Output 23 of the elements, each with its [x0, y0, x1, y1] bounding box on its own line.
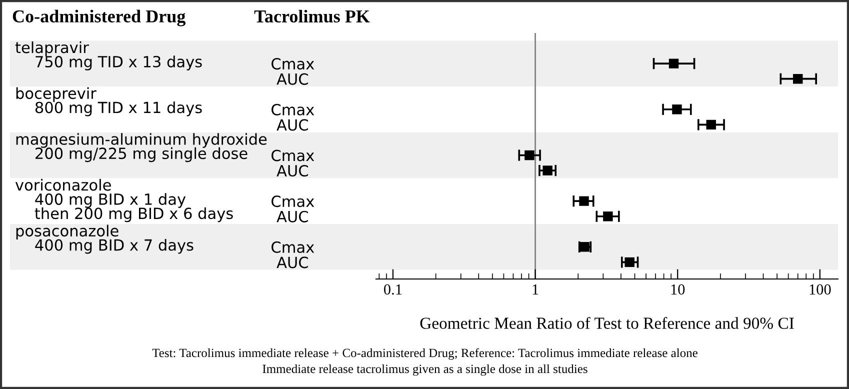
text: magnesium-aluminum hydroxide 200 mg/225 mg single dose	[16, 133, 267, 162]
text: Co-administered Drug	[12, 10, 186, 26]
y-tick-label: AUC	[276, 210, 308, 222]
y-tick-label: AUC	[276, 256, 308, 268]
y-tick-label: AUC	[276, 164, 308, 177]
x-tick-label: 0.1	[384, 284, 402, 295]
text: telapravir 750 mg TID x 13 days	[15, 41, 202, 70]
text: boceprevir 800 mg TID x 11 days	[16, 87, 202, 116]
x-tick-label: 100	[810, 284, 831, 295]
text: Tacrolimus PK	[254, 10, 370, 23]
y-tick-label: AUC	[276, 73, 308, 85]
y-tick-label: Cmax	[272, 241, 314, 253]
y-tick-label: AUC	[276, 119, 308, 131]
x-tick-label: 1	[532, 284, 538, 294]
x-tick-label: 10	[671, 284, 685, 295]
y-tick-label: Cmax	[272, 104, 314, 116]
text: posaconazole 400 mg BID x 7 days	[16, 224, 194, 254]
y-tick-label: Cmax	[272, 58, 314, 70]
y-tick-label: Cmax	[272, 150, 314, 162]
y-tick-label: Cmax	[272, 196, 314, 208]
text: Test: Tacrolimus immediate release + Co-administered Drug; Reference: Tacrolimus immediate release alone	[152, 348, 698, 360]
text: Immediate release tacrolimus given as a single dose in all studies	[262, 364, 588, 376]
x-axis-title: Geometric Mean Ratio of Test to Reference and 90% CI	[420, 316, 794, 329]
